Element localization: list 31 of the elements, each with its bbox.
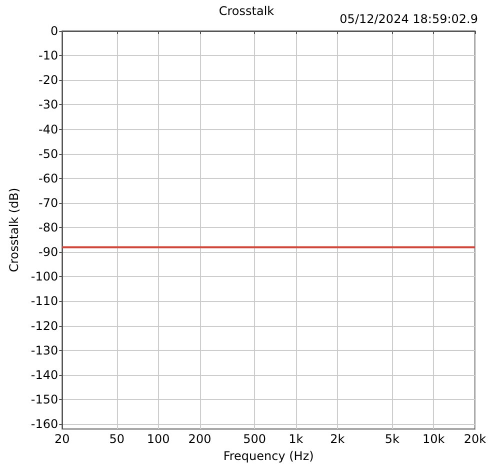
y-tick-label: -50: [38, 146, 58, 161]
y-tick-label: -160: [30, 417, 58, 432]
x-tick-label: 500: [243, 432, 266, 446]
x-tick-label: 5k: [384, 432, 400, 446]
y-tick-label: -10: [38, 48, 58, 63]
y-axis-title: Crosstalk (dB): [7, 188, 21, 272]
y-tick-label: -120: [30, 318, 58, 333]
x-tick-label: 50: [109, 432, 125, 446]
y-tick-label: -60: [38, 171, 58, 186]
y-tick-label: -40: [38, 122, 58, 136]
x-tick-label: 20: [54, 432, 70, 446]
x-tick-label: 2k: [330, 432, 345, 446]
y-tick-label: -30: [38, 98, 58, 112]
y-tick-label: -20: [38, 73, 58, 88]
text: 05/12/2024 18:59:02.9: [340, 12, 478, 26]
x-tick-label: 10k: [422, 432, 445, 446]
y-tick-label: -80: [38, 220, 58, 235]
y-tick-label: -110: [30, 294, 58, 308]
y-tick-label: -100: [30, 270, 58, 284]
y-tick-label: -130: [30, 343, 58, 358]
y-tick-label: 0: [50, 24, 58, 38]
y-tick-label: -90: [38, 245, 58, 260]
x-tick-label: 200: [188, 432, 212, 446]
x-tick-label: 20k: [464, 432, 486, 446]
x-tick-label: 100: [146, 432, 170, 446]
x-tick-label: 1k: [288, 432, 304, 446]
y-tick-label: -70: [38, 196, 58, 210]
y-tick-label: -150: [30, 392, 58, 407]
x-axis-title: Frequency (Hz): [223, 448, 314, 463]
y-tick-label: -140: [30, 368, 58, 382]
chart-title: Crosstalk: [218, 4, 274, 18]
